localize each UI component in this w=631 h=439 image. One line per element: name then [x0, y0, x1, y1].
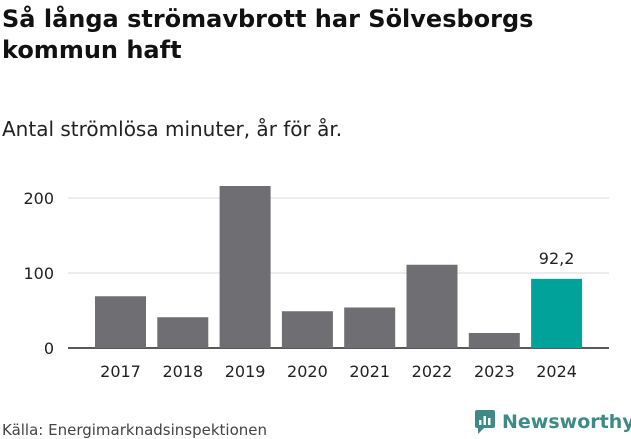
y-tick-label: 0 [44, 339, 54, 358]
x-tick-label: 2021 [349, 362, 390, 381]
x-tick-label: 2022 [412, 362, 453, 381]
bar-chart: 0 100 200 2017 2018 2019 2020 2021 2022 2023 2024 9… [23, 186, 609, 381]
gridlines [68, 197, 609, 349]
bar-2017 [95, 296, 146, 348]
source-note: Källa: Energimarknadsinspektionen [2, 421, 268, 439]
x-tick-label: 2023 [474, 362, 515, 381]
newsworthy-brand[interactable]: Newsworthy [474, 409, 631, 435]
x-tick-label: 2020 [287, 362, 328, 381]
bar-2020 [281, 311, 333, 348]
x-tick-label: 2017 [100, 362, 141, 381]
brand-name: Newsworthy [502, 411, 631, 433]
chart-title: Så långa strömavbrott har Sölvesborgs ko… [2, 5, 534, 64]
newsworthy-logo-icon [475, 410, 495, 434]
x-tick-label: 2018 [162, 362, 203, 381]
x-tick-label: 2024 [536, 362, 577, 381]
labels: 0 100 200 2017 2018 2019 2020 2021 2022 2023 2024 9… [23, 189, 577, 381]
bars [95, 186, 583, 348]
bar-2019 [219, 186, 271, 348]
chart-subtitle: Antal strömlösa minuter, år för år. [2, 117, 343, 141]
bar-2024 [531, 278, 583, 348]
y-tick-label: 100 [23, 264, 54, 283]
bar-2022 [406, 264, 458, 348]
bar-2018 [157, 317, 209, 348]
bar-2023 [468, 333, 520, 348]
data-label: 92,2 [539, 249, 575, 268]
y-tick-label: 200 [23, 189, 54, 208]
x-tick-label: 2019 [225, 362, 266, 381]
bar-2021 [344, 307, 396, 348]
